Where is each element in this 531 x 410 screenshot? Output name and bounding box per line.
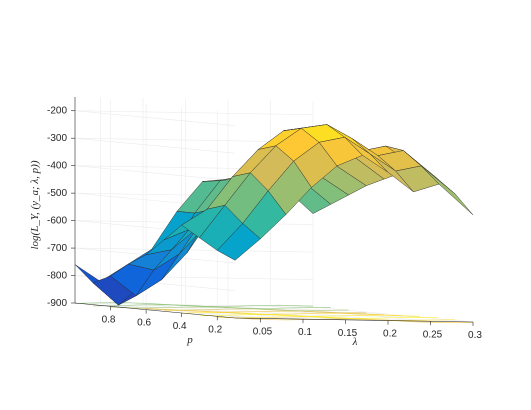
floor-contour-line [199,314,438,319]
z-tick-label: -500 [47,188,67,199]
lambda-gridline-floor [100,303,261,319]
lambda-tick-label: 0.3 [468,330,482,341]
p-axis-label: p [186,334,193,346]
z-tick-label: -800 [47,271,67,282]
floor-contour-line [234,317,474,323]
p-tick-label: 0.6 [137,318,151,329]
z-tick-label: -900 [47,298,67,309]
lambda-axis-label: λ [352,336,358,348]
lambda-axis-line [234,317,474,323]
z-gridline-left [74,110,236,127]
lambda-tick-label: 0.05 [253,326,273,337]
z-tick-label: -300 [47,133,67,144]
z-tick-label: -200 [47,106,67,117]
p-tick-label: 0.4 [173,321,187,332]
floor-contour-line [74,302,314,307]
z-tick-label: -700 [47,243,67,254]
surface-mesh [74,124,474,306]
z-axis-label: log(L_Y, (y_a; λ, p)) [29,160,41,249]
floor-contour-line [181,312,420,317]
floor-contour-line [128,307,367,314]
z-tick-label: -400 [47,161,67,172]
p-gridline-floor [110,306,349,311]
p-tick-label: 0.2 [208,324,222,335]
p-axis-line [74,302,236,319]
axis-lines [74,97,474,323]
surface-face [420,165,474,216]
p-gridline-floor [217,316,456,321]
lambda-tick-label: 0.25 [423,329,443,340]
lambda-tick-label: 0.15 [338,328,358,339]
z-gridline-back [74,110,314,116]
z-gridline-left [74,137,236,154]
z-gridline-left [74,165,236,181]
surface-face [395,165,440,193]
lambda-gridline-floor [142,303,304,320]
z-gridline-back [74,247,314,253]
p-gridline-floor [181,312,420,318]
lambda-tick-label: 0.2 [383,329,397,340]
lambda-tick-label: 0.1 [298,327,312,338]
z-tick-label: -600 [47,216,67,227]
tick-labels: -900 -800 -700 -600 -500 -400 -300 -200 0.05 0.1 0… [47,106,482,341]
p-tick-label: 0.8 [102,314,116,325]
floor-contours [74,302,474,323]
